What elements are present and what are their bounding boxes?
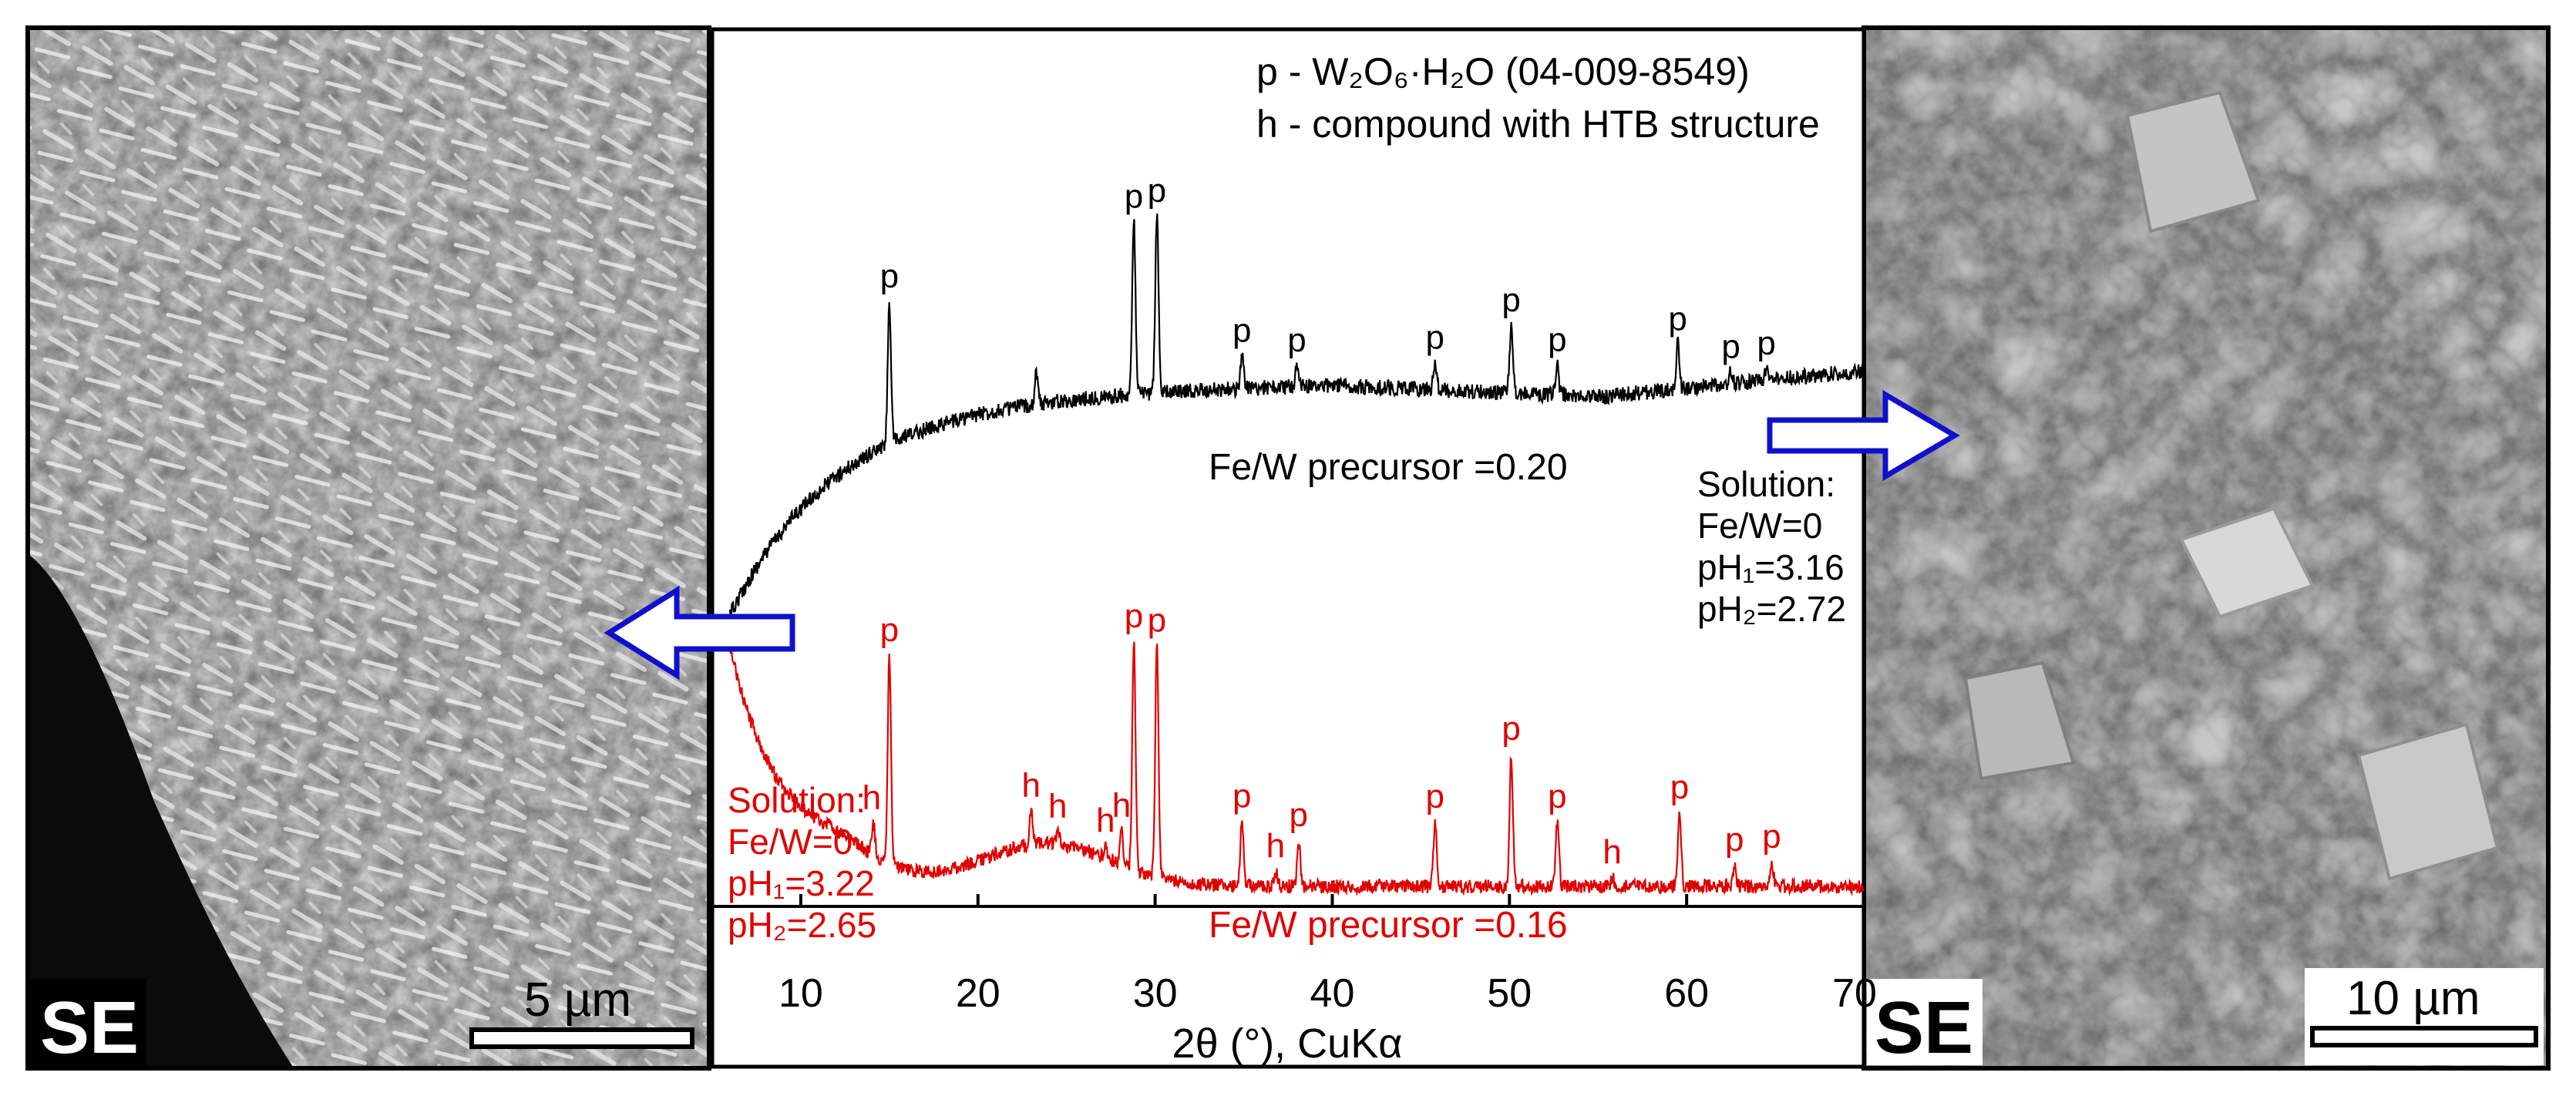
x-axis-label: 2θ (°), CuKα <box>1172 1020 1403 1067</box>
peak-label-h: h <box>1048 788 1067 825</box>
x-tick-label: 70 <box>1832 971 1877 1016</box>
trace-fe-w-0-16 <box>728 641 1865 896</box>
legend: p - W₂O₆·H₂O (04-009-8549) h - compound … <box>1256 50 1820 146</box>
peak-label-h: h <box>1096 802 1115 839</box>
x-tick-label: 60 <box>1664 971 1709 1016</box>
red-note-line-4: pH₂=2.65 <box>728 905 876 945</box>
plot-frame <box>710 27 1866 1069</box>
peak-label-p: p <box>1125 597 1143 635</box>
arrow-left-icon <box>604 585 795 681</box>
peak-label-p: p <box>1148 172 1166 210</box>
peak-label-p: p <box>1426 778 1444 815</box>
right-scale-bar-bg <box>2305 968 2544 1065</box>
black-note-line-3: pH₁=3.16 <box>1697 547 1845 587</box>
peak-label-p: p <box>1125 178 1143 216</box>
peak-label-h: h <box>863 779 881 817</box>
peak-label-p: p <box>880 257 899 295</box>
right-sem-panel: SE 10 µm <box>1861 25 2551 1071</box>
peak-label-p: p <box>1148 601 1166 639</box>
red-solution-note: Solution: Fe/W=0 pH₁=3.22 pH₂=2.65 <box>728 780 876 945</box>
peak-label-p: p <box>1725 821 1744 859</box>
peak-label-p: p <box>1668 300 1687 338</box>
series-label-black: Fe/W precursor =0.20 <box>1209 447 1568 488</box>
legend-entry-p: p - W₂O₆·H₂O (04-009-8549) <box>1256 50 1750 93</box>
left-se-label-box <box>31 979 146 1065</box>
peak-label-h: h <box>1112 787 1131 825</box>
peak-label-p: p <box>1290 796 1308 834</box>
left-sem-panel: SE 5 µm <box>25 25 711 1071</box>
red-note-line-1: Solution: <box>728 780 866 820</box>
left-scale-bar-label: 5 µm <box>524 973 631 1027</box>
legend-entry-h: h - compound with HTB structure <box>1256 103 1820 146</box>
right-se-label-box <box>1867 979 1982 1065</box>
x-axis-ticks: 10 20 30 40 50 60 70 <box>779 894 1877 1016</box>
peak-label-p: p <box>1548 321 1566 359</box>
x-tick-label: 30 <box>1133 971 1178 1016</box>
arrow-right-icon <box>1767 389 1960 482</box>
x-tick-label: 10 <box>779 971 823 1016</box>
x-tick-label: 20 <box>956 971 1000 1016</box>
peak-label-p: p <box>1426 318 1444 356</box>
black-note-line-1: Solution: <box>1697 464 1835 504</box>
black-solution-note: Solution: Fe/W=0 pH₁=3.16 pH₂=2.72 <box>1693 459 1861 630</box>
peak-label-p: p <box>1762 818 1781 856</box>
peak-label-p: p <box>1233 311 1251 349</box>
right-scale-bar-label: 10 µm <box>2346 972 2480 1025</box>
series-label-red: Fe/W precursor =0.16 <box>1209 905 1568 946</box>
peak-label-h: h <box>1266 827 1285 865</box>
black-note-line-4: pH₂=2.72 <box>1697 589 1846 629</box>
peak-label-p: p <box>1548 778 1566 815</box>
peak-label-p: p <box>1721 328 1740 365</box>
peak-label-h: h <box>1021 767 1040 805</box>
peak-label-p: p <box>1757 324 1775 362</box>
peak-label-p: p <box>1502 281 1520 319</box>
peak-label-p: p <box>1233 777 1251 815</box>
right-scale-bar <box>2310 1026 2538 1047</box>
peak-label-p: p <box>880 611 899 649</box>
right-detector-label: SE <box>1875 987 1973 1069</box>
x-tick-label: 50 <box>1487 971 1532 1016</box>
red-note-line-3: pH₁=3.22 <box>728 863 875 903</box>
x-tick-label: 40 <box>1310 971 1355 1016</box>
red-note-line-2: Fe/W=0 <box>728 822 853 862</box>
peak-label-h: h <box>1602 833 1621 871</box>
left-detector-label: SE <box>40 987 139 1069</box>
left-scale-bar <box>469 1027 694 1049</box>
peak-label-p: p <box>1502 710 1520 748</box>
trace-fe-w-0-20 <box>728 213 1865 622</box>
black-note-line-2: Fe/W=0 <box>1697 506 1822 546</box>
peak-label-p: p <box>1287 321 1306 359</box>
peak-label-p: p <box>1670 768 1689 806</box>
